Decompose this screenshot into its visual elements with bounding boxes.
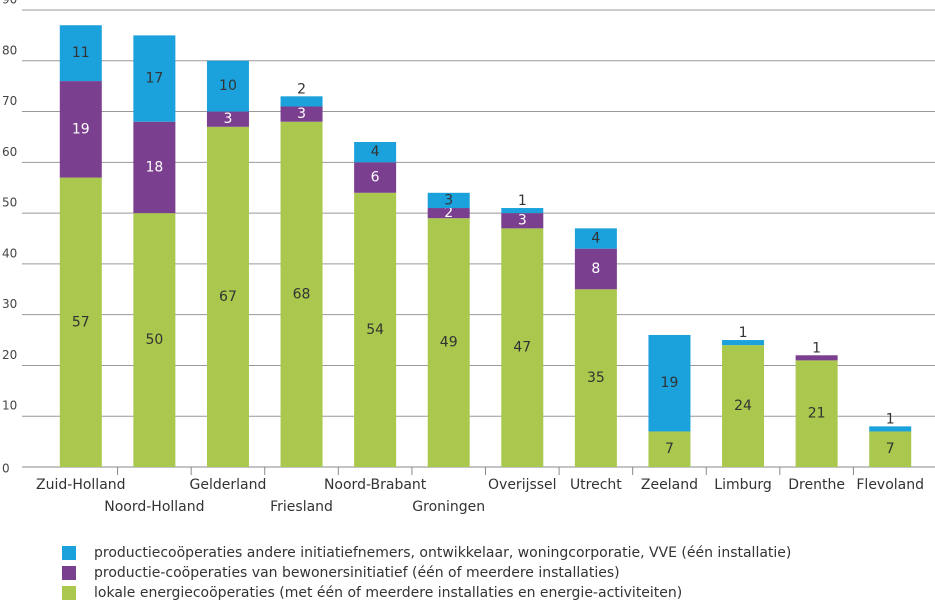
legend-swatch [62, 546, 76, 560]
data-label: 7 [886, 441, 895, 457]
x-tick-label: Overijssel [488, 477, 557, 493]
y-tick-label: 60 [2, 145, 17, 159]
data-label: 24 [734, 398, 752, 414]
bar-segment [722, 340, 765, 346]
data-label: 49 [440, 335, 458, 351]
bar-segment [354, 192, 397, 468]
y-tick-label: 30 [2, 297, 17, 311]
data-label: 18 [145, 159, 163, 175]
data-label: 3 [444, 192, 453, 208]
y-tick-label: 90 [2, 0, 17, 7]
data-label: 1 [812, 340, 821, 356]
bar-segment [133, 35, 176, 122]
bar-segment [59, 177, 102, 468]
bar-segment [206, 60, 249, 112]
legend-swatch [62, 566, 76, 580]
data-label: 54 [366, 322, 384, 338]
y-tick-label: 70 [2, 94, 17, 108]
x-tick-label: Drenthe [788, 477, 845, 493]
bar-segment [574, 289, 617, 467]
bar-segment [648, 334, 691, 432]
bar-segment [206, 111, 249, 127]
data-label: 7 [665, 441, 674, 457]
data-label: 50 [145, 332, 163, 348]
data-label: 1 [886, 411, 895, 427]
x-tick-label: Noord-Brabant [324, 477, 427, 493]
data-label: 68 [293, 286, 311, 302]
bar-segment [206, 126, 249, 468]
bar-segment [574, 228, 617, 249]
data-label: 2 [297, 81, 306, 97]
legend-swatch [62, 586, 76, 600]
data-label: 1 [518, 193, 527, 209]
bar-segment [869, 426, 912, 432]
data-label: 4 [591, 231, 600, 247]
x-tick-label: Utrecht [570, 477, 622, 493]
x-tick-label: Gelderland [190, 477, 267, 493]
legend-label: productiecoöperaties andere initiatiefne… [94, 545, 791, 561]
bar-segment [501, 228, 544, 467]
bar-segment [59, 81, 102, 178]
bar-segment [574, 248, 617, 290]
data-label: 10 [219, 78, 237, 94]
bar-segment [427, 218, 470, 467]
bar-segment [133, 213, 176, 467]
bar-segment [795, 355, 838, 361]
x-tick-label: Flevoland [856, 477, 924, 493]
data-label: 19 [661, 375, 679, 391]
legend-label: productie-coöperaties van bewonersinitia… [94, 565, 620, 581]
bar-segment [427, 208, 470, 219]
data-label: 4 [371, 144, 380, 160]
bar-segment [280, 106, 323, 122]
data-label: 3 [297, 106, 306, 122]
bar-segment [354, 142, 397, 163]
data-label: 67 [219, 289, 237, 305]
data-label: 3 [223, 111, 232, 127]
bar-segment [280, 96, 323, 107]
x-tick-label: Friesland [270, 499, 333, 515]
y-tick-label: 80 [2, 43, 17, 57]
bar-segment [795, 360, 838, 467]
data-label: 1 [739, 325, 748, 341]
data-label: 8 [591, 261, 600, 277]
data-label: 11 [72, 45, 90, 61]
data-label: 35 [587, 370, 605, 386]
x-tick-label: Noord-Holland [104, 499, 204, 515]
data-label: 3 [518, 213, 527, 229]
data-label: 21 [808, 406, 826, 422]
data-label: 17 [145, 71, 163, 87]
x-tick-label: Zuid-Holland [36, 477, 126, 493]
bar-segment [280, 121, 323, 467]
x-tick-label: Groningen [412, 499, 485, 515]
y-tick-label: 20 [2, 348, 17, 362]
bar-segment [648, 431, 691, 467]
bar-segment [133, 121, 176, 214]
x-tick-label: Limburg [714, 477, 771, 493]
bar-segment [427, 192, 470, 209]
data-label: 19 [72, 121, 90, 137]
legend-label: lokale energiecoöperaties (met één of me… [94, 585, 682, 601]
y-tick-label: 40 [2, 246, 17, 260]
x-tick-label: Zeeland [641, 477, 698, 493]
data-label: 2 [444, 205, 453, 221]
y-tick-label: 10 [2, 399, 17, 413]
bar-segment [501, 213, 544, 229]
y-tick-label: 50 [2, 196, 17, 210]
bar-segment [59, 25, 102, 82]
bar-segment [501, 208, 544, 214]
bar-segment [869, 431, 912, 467]
y-tick-label: 0 [2, 462, 10, 476]
bar-segment [722, 345, 765, 467]
data-label: 57 [72, 314, 90, 330]
bar-segment [354, 162, 397, 193]
data-label: 6 [371, 170, 380, 186]
data-label: 47 [513, 340, 531, 356]
